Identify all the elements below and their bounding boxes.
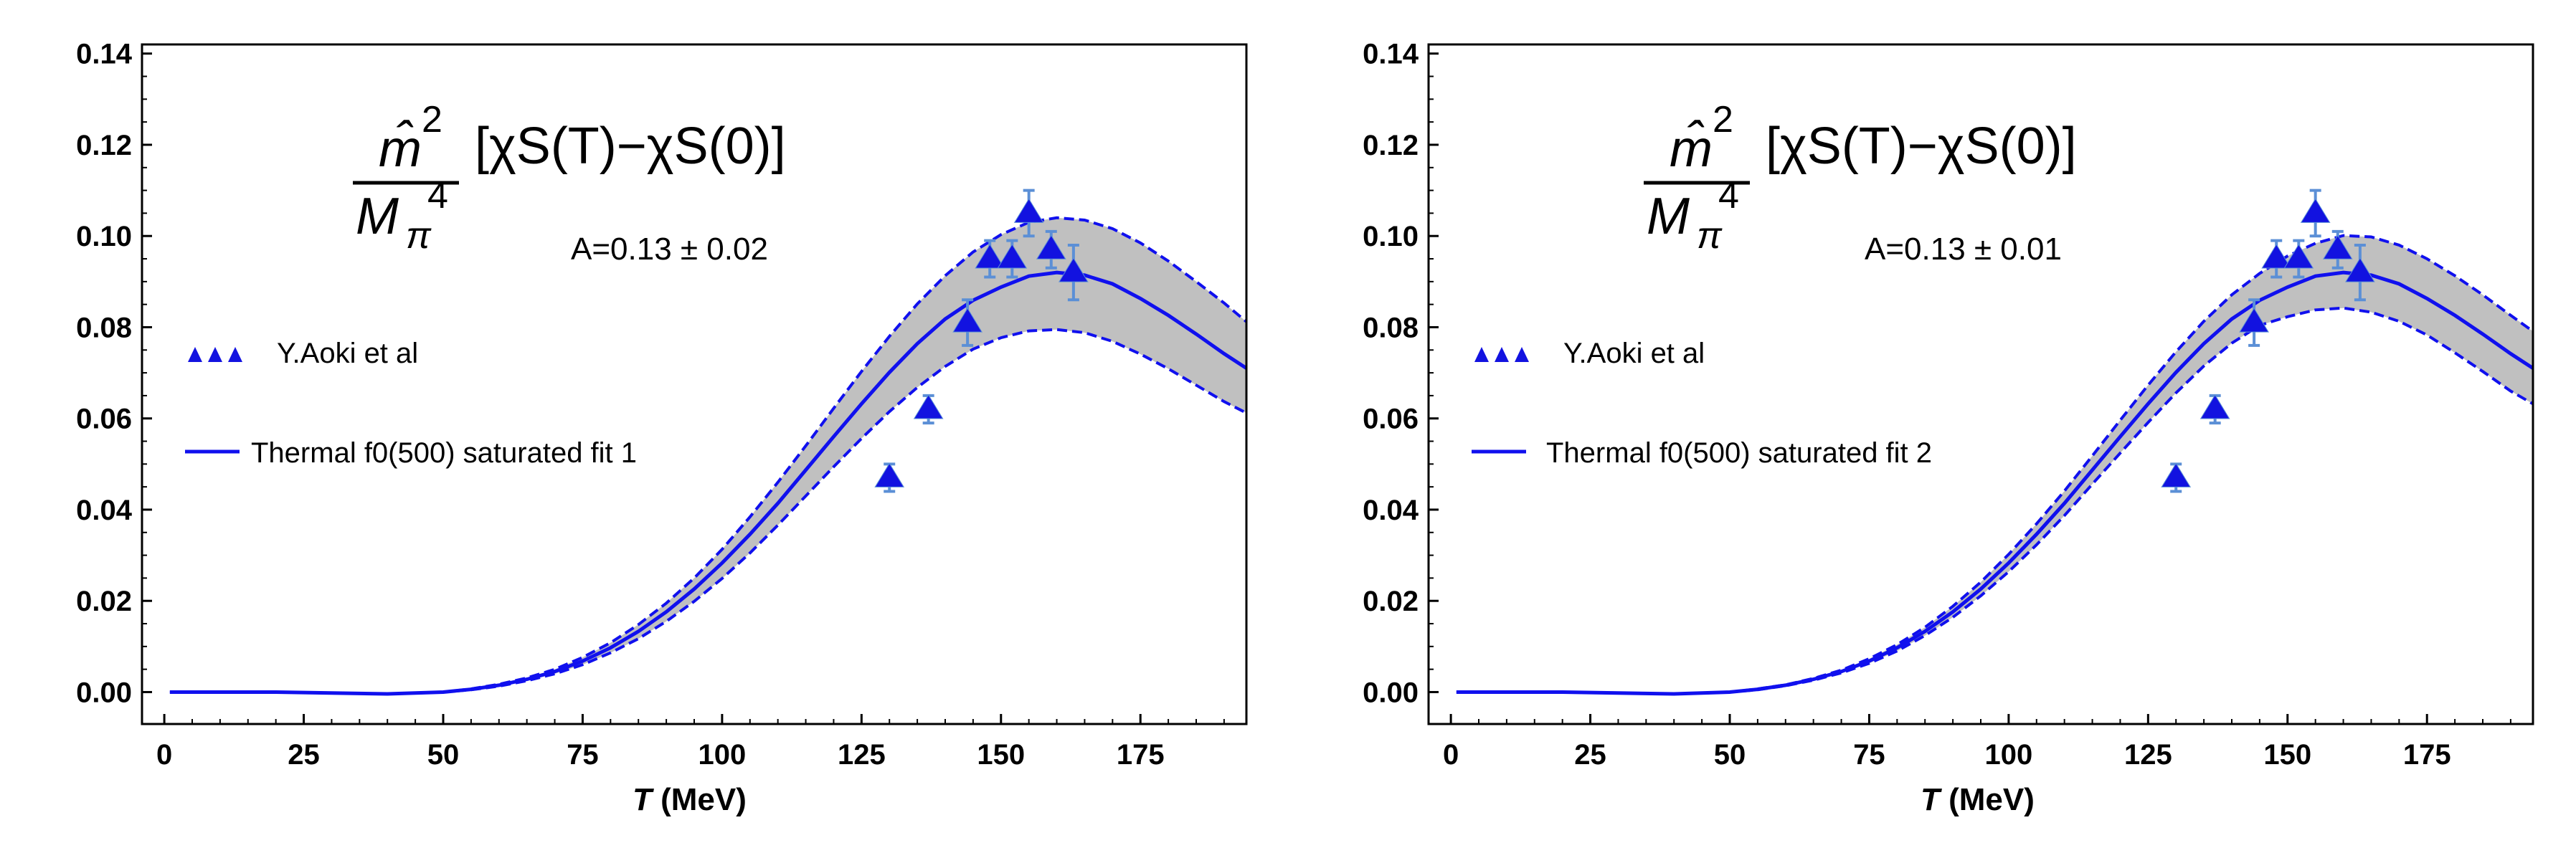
left-data-point-triangle bbox=[997, 244, 1028, 269]
left-y-tick-label: 0.02 bbox=[76, 586, 132, 617]
right-data-point-triangle bbox=[2283, 244, 2314, 269]
right-y-tick-label: 0.12 bbox=[1363, 130, 1419, 161]
left-legend-label-fit: Thermal f0(500) saturated fit 1 bbox=[251, 437, 637, 469]
left-data-point-triangle bbox=[874, 462, 905, 487]
right-formula-numerator-sup: 2 bbox=[1713, 99, 1733, 140]
right-y-tick-label: 0.06 bbox=[1363, 404, 1419, 435]
left-x-axis-label: T (MeV) bbox=[633, 782, 747, 817]
left-data-point-triangle bbox=[975, 244, 1005, 269]
right-ticks: 0 25 50 75 100 125 150 175 0.00 0.02 0.04 0.06 0.08 0… bbox=[1363, 39, 2511, 771]
left-lower-bound-line bbox=[169, 328, 1247, 696]
left-data-point-triangle bbox=[1059, 257, 1089, 282]
right-fit-curve bbox=[1456, 270, 2534, 696]
right-y-tick-label: 0.04 bbox=[1363, 495, 1419, 526]
left-data-point-triangle bbox=[1036, 234, 1066, 259]
right-x-tick-label: 0 bbox=[1443, 739, 1459, 771]
left-y-tick-label: 0.04 bbox=[76, 495, 133, 526]
right-legend: Y.Aoki et al Thermal f0(500) saturated f… bbox=[1472, 338, 1932, 469]
left-x-tick-label: 175 bbox=[1117, 739, 1165, 771]
right-legend-label-fit: Thermal f0(500) saturated fit 2 bbox=[1546, 437, 1932, 469]
right-formula-denominator: M bbox=[1647, 188, 1690, 245]
left-fit-curve bbox=[169, 270, 1248, 696]
right-formula-numerator: m̂ bbox=[1670, 119, 1713, 178]
left-formula-numerator: m̂ bbox=[379, 119, 422, 178]
left-x-tick-label: 150 bbox=[977, 739, 1025, 771]
left-data-point-triangle bbox=[913, 394, 944, 419]
left-formula-denominator: M bbox=[356, 188, 399, 245]
left-y-tick-label: 0.00 bbox=[76, 677, 132, 708]
right-data-point-triangle bbox=[2322, 234, 2353, 259]
left-formula-denominator-sub: π bbox=[406, 215, 432, 257]
right-x-tick-label: 175 bbox=[2403, 739, 2451, 771]
right-x-tick-label: 150 bbox=[2263, 739, 2311, 771]
left-legend: Y.Aoki et al Thermal f0(500) saturated f… bbox=[185, 338, 637, 469]
right-legend-label-data: Y.Aoki et al bbox=[1563, 338, 1705, 369]
right-data-points bbox=[2161, 189, 2375, 493]
left-uncertainty-band bbox=[169, 217, 1246, 694]
right-x-tick-label: 100 bbox=[1985, 739, 2033, 771]
right-y-tick-label: 0.10 bbox=[1363, 221, 1419, 252]
left-x-tick-label: 125 bbox=[838, 739, 886, 771]
left-x-tick-label: 0 bbox=[156, 739, 172, 771]
left-formula-bracket-expr: [χS(T)−χS(0)] bbox=[475, 118, 786, 175]
left-formula: m̂ 2 M π 4 [χS(T)−χS(0)] bbox=[353, 99, 786, 257]
right-fit-parameter-annotation: A=0.13 ± 0.01 bbox=[1865, 232, 2062, 267]
left-y-tick-label: 0.08 bbox=[76, 312, 132, 343]
right-x-axis-label: T (MeV) bbox=[1921, 782, 2035, 817]
left-legend-marker-triangles bbox=[188, 347, 242, 362]
right-formula-bracket-expr: [χS(T)−χS(0)] bbox=[1766, 118, 2077, 175]
right-x-tick-label: 75 bbox=[1853, 739, 1885, 771]
right-data-point-triangle bbox=[2199, 394, 2230, 419]
right-formula-denominator-sup: 4 bbox=[1718, 175, 1739, 216]
right-data-point-triangle bbox=[2239, 308, 2269, 333]
left-formula-numerator-sup: 2 bbox=[422, 99, 442, 140]
left-y-tick-label: 0.10 bbox=[76, 221, 132, 252]
right-panel: 0 25 50 75 100 125 150 175 0.00 0.02 0.04 0.06 0.08 0… bbox=[1363, 39, 2534, 817]
left-y-tick-label: 0.06 bbox=[76, 404, 132, 435]
left-x-tick-label: 100 bbox=[699, 739, 747, 771]
left-fit-parameter-annotation: A=0.13 ± 0.02 bbox=[571, 232, 768, 267]
left-data-point-triangle bbox=[952, 308, 982, 333]
left-data-points bbox=[874, 189, 1089, 493]
left-y-tick-label: 0.14 bbox=[76, 39, 133, 70]
right-legend-marker-triangles bbox=[1474, 347, 1529, 362]
right-formula-denominator-sub: π bbox=[1697, 215, 1723, 257]
left-y-tick-label: 0.12 bbox=[76, 130, 132, 161]
right-x-tick-label: 125 bbox=[2124, 739, 2172, 771]
right-formula: m̂ 2 M π 4 [χS(T)−χS(0)] bbox=[1644, 99, 2077, 257]
left-band-layer bbox=[169, 217, 1246, 694]
right-y-tick-label: 0.08 bbox=[1363, 312, 1419, 343]
left-formula-denominator-sup: 4 bbox=[427, 175, 448, 216]
left-ticks: 0 25 50 75 100 125 150 175 0.00 0.02 0.04 0.06 0.08 0… bbox=[76, 39, 1225, 771]
right-data-point-triangle bbox=[2261, 244, 2292, 269]
right-uncertainty-band bbox=[1456, 235, 2533, 695]
left-x-tick-label: 75 bbox=[567, 739, 599, 771]
right-band-layer bbox=[1456, 235, 2533, 695]
left-panel: 0 25 50 75 100 125 150 175 0.00 0.02 0.04 0.06 0.08 0… bbox=[76, 39, 1248, 817]
right-data-point-triangle bbox=[2300, 198, 2331, 223]
right-y-tick-label: 0.00 bbox=[1363, 677, 1419, 708]
left-x-tick-label: 50 bbox=[427, 739, 460, 771]
right-data-point-triangle bbox=[2345, 257, 2375, 282]
left-legend-label-data: Y.Aoki et al bbox=[277, 338, 418, 369]
right-data-point-triangle bbox=[2161, 462, 2192, 487]
left-data-point-triangle bbox=[1013, 198, 1044, 223]
right-x-tick-label: 50 bbox=[1714, 739, 1746, 771]
right-fit-curve-layer bbox=[1456, 270, 2534, 696]
left-fit-curve-layer bbox=[169, 270, 1248, 696]
left-x-tick-label: 25 bbox=[288, 739, 320, 771]
right-y-tick-label: 0.02 bbox=[1363, 586, 1419, 617]
right-y-tick-label: 0.14 bbox=[1363, 39, 1419, 70]
right-x-tick-label: 25 bbox=[1574, 739, 1606, 771]
